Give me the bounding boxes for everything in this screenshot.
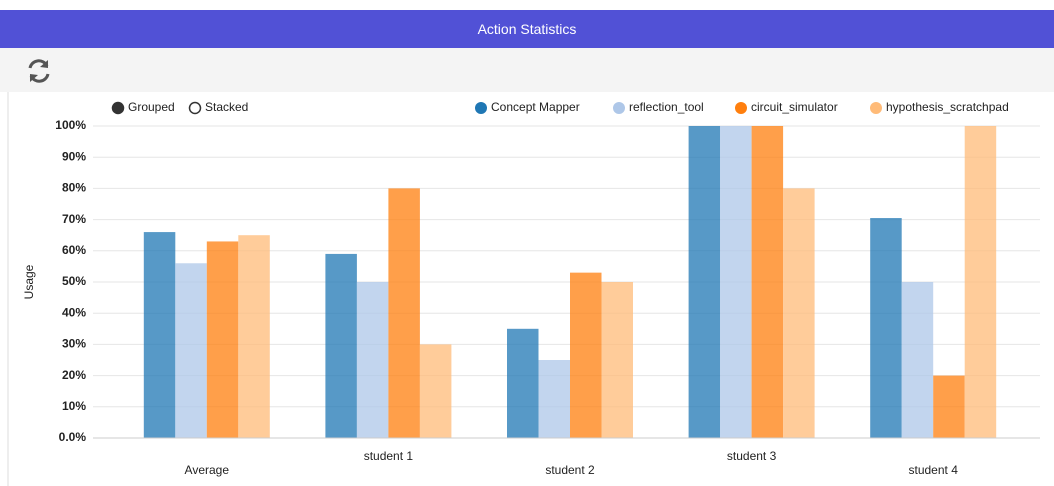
bar (720, 126, 752, 438)
y-tick-label: 30% (62, 337, 86, 351)
mode-radio[interactable] (188, 101, 202, 115)
bar (964, 126, 997, 438)
bar (901, 282, 934, 438)
y-tick-label: 60% (62, 243, 86, 257)
bar (388, 188, 420, 438)
legend-swatch[interactable] (613, 102, 625, 114)
mode-radio[interactable] (111, 101, 125, 115)
y-tick-label: 0.0% (59, 430, 87, 444)
legend-swatch[interactable] (475, 102, 487, 114)
bar (325, 253, 357, 438)
x-tick-label: student 4 (909, 463, 959, 477)
bar (688, 126, 721, 438)
bar (143, 232, 176, 438)
y-tick-label: 70% (62, 212, 86, 226)
bar (206, 241, 239, 438)
chart: Usage 0.0% 10% 20% 30% 40% 50% 60% 70% 80% 90% 100… (7, 92, 1040, 486)
legend-swatch[interactable] (735, 102, 747, 114)
legend-label[interactable]: Concept Mapper (491, 100, 580, 114)
bar (751, 126, 784, 438)
bar (783, 188, 815, 438)
bar (175, 263, 207, 438)
y-tick-label: 20% (62, 368, 86, 382)
x-tick-label: student 2 (545, 463, 595, 477)
y-tick-label: 40% (62, 305, 86, 319)
bar (356, 282, 389, 438)
legend-swatch[interactable] (870, 102, 882, 114)
legend-label[interactable]: circuit_simulator (751, 100, 838, 114)
y-axis-label: Usage (22, 264, 36, 299)
bar (238, 235, 270, 438)
x-tick-label: student 3 (727, 449, 777, 463)
refresh-button[interactable] (24, 56, 54, 86)
header-title: Action Statistics (0, 10, 1054, 48)
legend-label[interactable]: reflection_tool (629, 100, 704, 114)
bar (601, 282, 633, 438)
y-tick-label: 90% (62, 149, 86, 163)
mode-label[interactable]: Stacked (205, 100, 248, 114)
bar (870, 218, 902, 438)
x-tick-label: Average (185, 463, 230, 477)
y-tick-label: 100% (55, 118, 86, 132)
x-tick-label: student 1 (364, 449, 414, 463)
legend-label[interactable]: hypothesis_scratchpad (886, 100, 1009, 114)
bar (507, 328, 539, 438)
mode-label[interactable]: Grouped (128, 100, 175, 114)
y-tick-label: 10% (62, 399, 86, 413)
bar (933, 375, 965, 438)
bar (570, 272, 602, 438)
y-tick-label: 50% (62, 274, 86, 288)
toolbar (0, 48, 1054, 92)
bar (538, 360, 570, 438)
y-tick-label: 80% (62, 181, 86, 195)
bar (419, 344, 452, 438)
